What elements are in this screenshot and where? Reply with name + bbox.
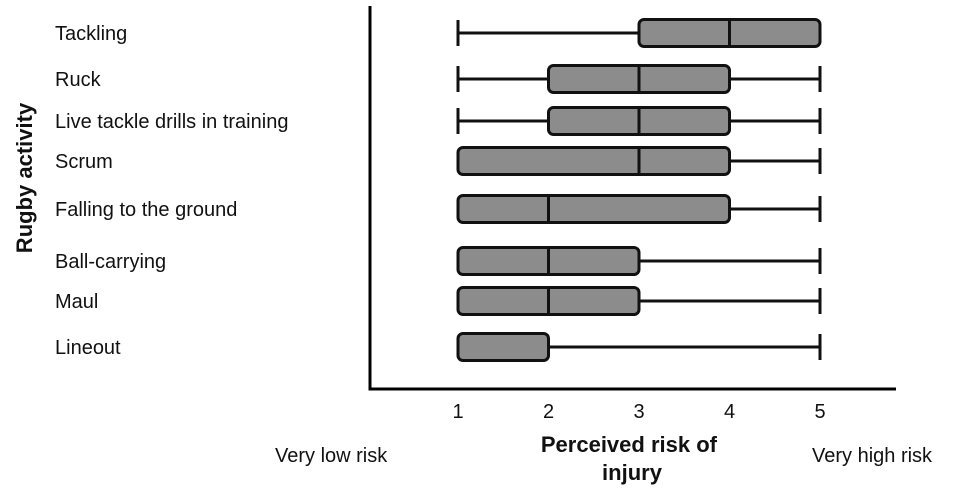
x-axis-title: Perceived risk of injury	[541, 432, 723, 485]
box-iqr	[456, 146, 731, 176]
x-axis-title-line-2: injury	[602, 460, 663, 485]
category-label: Live tackle drills in training	[55, 111, 288, 133]
y-axis-title: Rugby activity	[12, 102, 37, 253]
category-label: Falling to the ground	[55, 199, 237, 221]
category-label: Ruck	[55, 69, 102, 91]
x-tick-label: 2	[543, 401, 554, 423]
category-labels: Tackling Ruck Live tackle drills in traini…	[55, 23, 288, 359]
x-tick-label: 1	[452, 401, 463, 423]
category-label: Tackling	[55, 23, 127, 45]
box-iqr	[456, 332, 550, 362]
y-axis-title-group: Rugby activity	[12, 102, 37, 253]
x-axis-title-line-1: Perceived risk of	[541, 432, 718, 457]
category-label: Ball-carrying	[55, 251, 166, 273]
box-iqr	[456, 194, 731, 224]
x-high-end-label: Very high risk	[812, 445, 933, 467]
x-tick-label: 4	[724, 401, 735, 423]
x-tick-label: 3	[633, 401, 644, 423]
box-plot-marks	[456, 18, 822, 362]
category-label: Maul	[55, 291, 98, 313]
x-low-end-label: Very low risk	[275, 445, 388, 467]
x-tick-labels: 1 2 3 4 5	[452, 401, 825, 423]
category-label: Scrum	[55, 151, 113, 173]
category-label: Lineout	[55, 337, 121, 359]
x-tick-label: 5	[814, 401, 825, 423]
